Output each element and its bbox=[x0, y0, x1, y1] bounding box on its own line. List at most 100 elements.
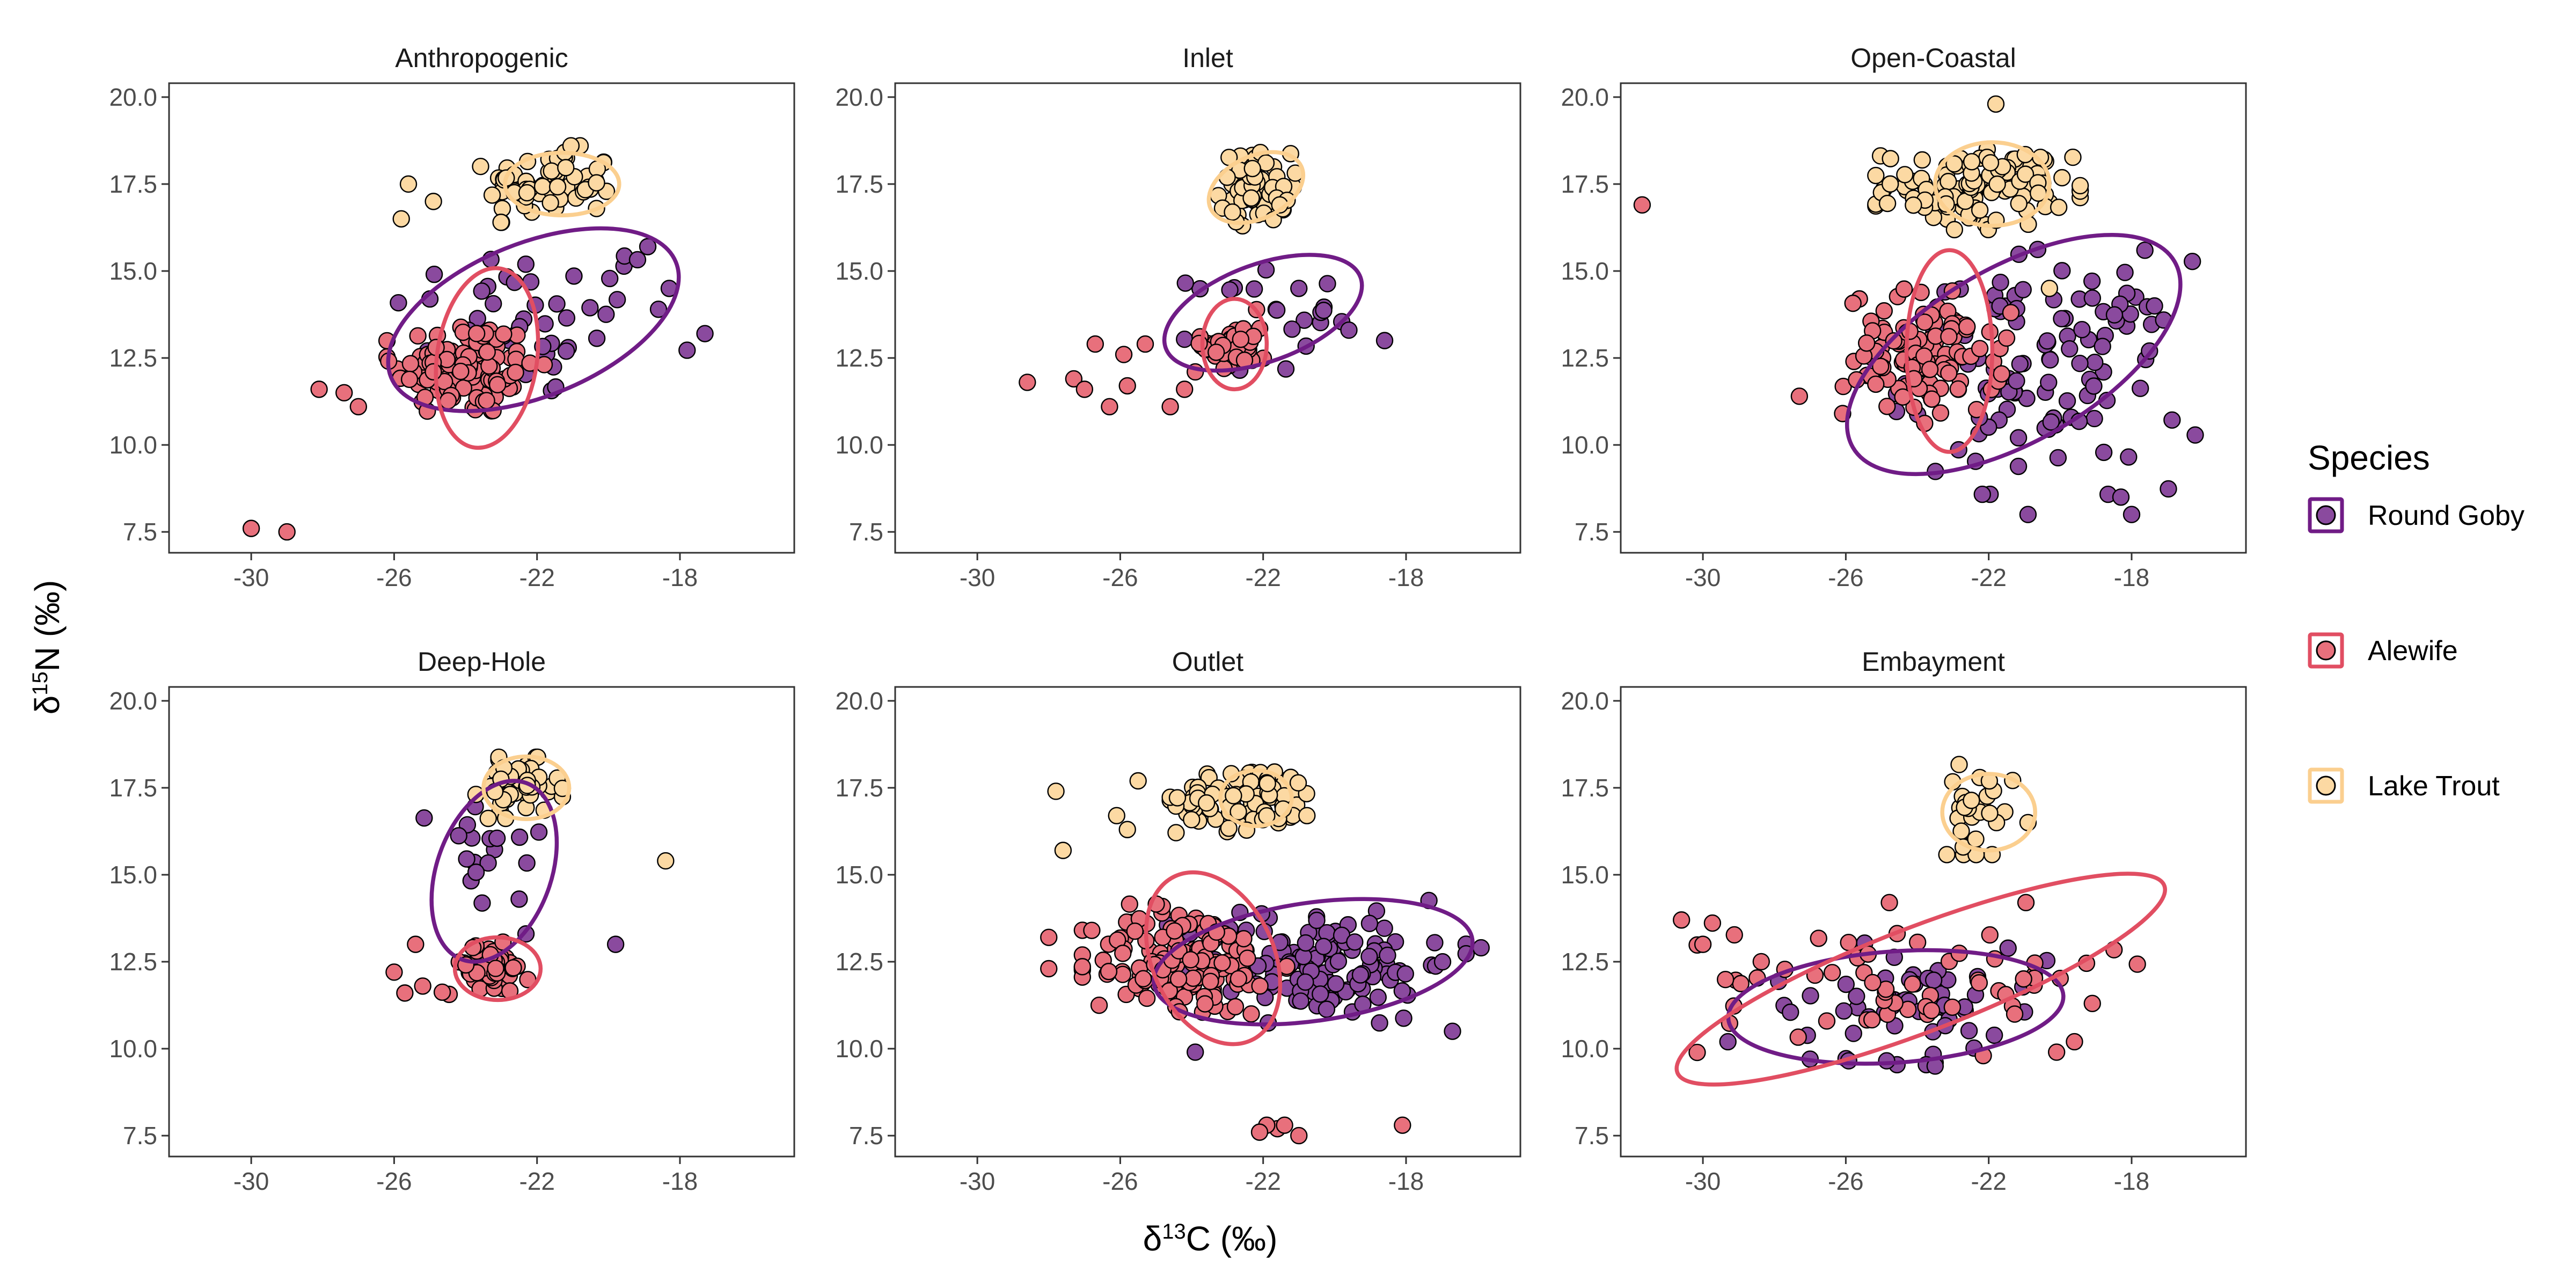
point-alewife bbox=[1997, 329, 2016, 347]
point-round-goby bbox=[696, 325, 714, 342]
y-tick-label: 12.5 bbox=[1561, 344, 1609, 372]
point-round-goby bbox=[1277, 360, 1295, 378]
point-alewife bbox=[1908, 933, 1927, 952]
point-alewife bbox=[349, 398, 368, 415]
point-alewife bbox=[1176, 380, 1194, 398]
point-round-goby bbox=[473, 894, 491, 912]
point-round-goby bbox=[2085, 409, 2103, 428]
point-alewife bbox=[278, 523, 296, 541]
point-alewife bbox=[242, 519, 260, 537]
point-round-goby bbox=[1960, 1022, 1978, 1040]
point-lake-trout bbox=[1197, 794, 1216, 812]
point-alewife bbox=[478, 392, 495, 409]
x-tick-label: -30 bbox=[960, 1167, 995, 1195]
point-alewife bbox=[487, 960, 504, 977]
x-tick-label: -30 bbox=[1685, 1167, 1721, 1195]
point-round-goby bbox=[2049, 449, 2067, 467]
point-round-goby bbox=[565, 267, 583, 285]
point-round-goby bbox=[510, 890, 528, 908]
point-round-goby bbox=[1369, 989, 1387, 1006]
point-lake-trout bbox=[1981, 804, 1999, 822]
x-tick-label: -18 bbox=[662, 1167, 698, 1195]
point-alewife bbox=[1207, 343, 1225, 361]
point-alewife bbox=[1993, 365, 2010, 383]
point-round-goby bbox=[1221, 281, 1239, 299]
point-round-goby bbox=[467, 863, 485, 881]
point-round-goby bbox=[1245, 280, 1263, 298]
point-alewife bbox=[1872, 357, 1890, 375]
point-round-goby bbox=[2123, 506, 2141, 523]
point-alewife bbox=[1703, 914, 1722, 932]
point-alewife bbox=[495, 325, 513, 343]
point-lake-trout bbox=[2010, 195, 2028, 213]
point-round-goby bbox=[597, 305, 615, 323]
point-round-goby bbox=[1290, 280, 1308, 297]
point-round-goby bbox=[473, 282, 491, 300]
point-alewife bbox=[1922, 1001, 1941, 1020]
point-alewife bbox=[1169, 970, 1188, 988]
points-group bbox=[1040, 763, 1490, 1145]
point-lake-trout bbox=[1950, 756, 1968, 773]
point-alewife bbox=[1075, 380, 1094, 398]
point-lake-trout bbox=[1258, 774, 1276, 793]
y-tick-label: 7.5 bbox=[1575, 1122, 1609, 1150]
point-alewife bbox=[1232, 331, 1250, 348]
point-round-goby bbox=[1296, 311, 1313, 329]
point-round-goby bbox=[2053, 310, 2070, 328]
point-round-goby bbox=[1719, 1033, 1737, 1051]
y-tick-label: 20.0 bbox=[835, 83, 883, 111]
point-lake-trout bbox=[1047, 782, 1065, 800]
point-round-goby bbox=[2071, 354, 2089, 372]
point-lake-trout bbox=[1108, 807, 1125, 825]
point-alewife bbox=[488, 376, 507, 394]
ellipse-round-goby bbox=[429, 779, 559, 964]
panel-frame bbox=[168, 686, 795, 1158]
point-alewife bbox=[335, 384, 353, 402]
y-tick-label: 15.0 bbox=[835, 861, 883, 889]
point-round-goby bbox=[1360, 948, 1378, 965]
point-round-goby bbox=[1985, 1026, 2003, 1044]
point-round-goby bbox=[2146, 297, 2163, 315]
panel-title: Deep-Hole bbox=[418, 647, 546, 677]
point-alewife bbox=[507, 363, 524, 382]
point-lake-trout bbox=[1878, 194, 1897, 213]
x-tick-label: -22 bbox=[1245, 564, 1280, 591]
point-lake-trout bbox=[1905, 196, 1922, 214]
point-round-goby bbox=[2073, 321, 2091, 339]
point-round-goby bbox=[2094, 338, 2111, 355]
point-alewife bbox=[310, 380, 328, 398]
point-round-goby bbox=[2042, 413, 2060, 431]
point-alewife bbox=[1844, 294, 1862, 312]
legend-item-alewife: Alewife bbox=[2308, 632, 2458, 669]
point-round-goby bbox=[1318, 1000, 1336, 1018]
point-lake-trout bbox=[2040, 280, 2059, 297]
point-round-goby bbox=[639, 238, 657, 255]
point-round-goby bbox=[601, 269, 619, 288]
point-round-goby bbox=[2183, 252, 2201, 270]
point-round-goby bbox=[1176, 274, 1194, 292]
point-alewife bbox=[1213, 954, 1231, 972]
point-alewife bbox=[1019, 374, 1036, 391]
point-round-goby bbox=[479, 854, 497, 872]
point-alewife bbox=[1101, 398, 1118, 415]
point-round-goby bbox=[2058, 392, 2076, 410]
panel-title: Outlet bbox=[1172, 647, 1244, 677]
point-lake-trout bbox=[483, 186, 501, 204]
point-alewife bbox=[1182, 951, 1199, 969]
y-tick-label: 15.0 bbox=[109, 861, 157, 889]
point-alewife bbox=[1040, 928, 1058, 946]
point-lake-trout bbox=[1981, 154, 2000, 172]
point-round-goby bbox=[1297, 934, 1315, 952]
point-lake-trout bbox=[1129, 772, 1147, 790]
point-alewife bbox=[1904, 975, 1921, 993]
x-tick-label: -30 bbox=[960, 564, 995, 591]
point-alewife bbox=[1789, 1028, 1807, 1046]
ellipse-round-goby bbox=[386, 226, 681, 413]
point-lake-trout bbox=[1967, 830, 1985, 848]
point-lake-trout bbox=[1054, 841, 1072, 859]
point-round-goby bbox=[1379, 946, 1396, 964]
point-round-goby bbox=[1426, 934, 1444, 952]
y-tick-label: 15.0 bbox=[835, 257, 883, 285]
point-round-goby bbox=[1297, 973, 1314, 991]
point-alewife bbox=[1940, 328, 1958, 346]
